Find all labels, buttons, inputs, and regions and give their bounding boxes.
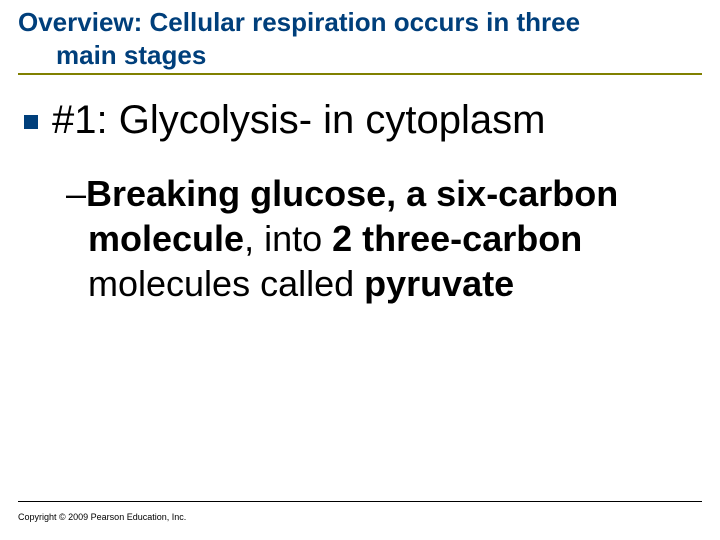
slide: Overview: Cellular respiration occurs in… <box>0 0 720 540</box>
sub-seg-2: , into <box>244 218 332 259</box>
copyright-text: Copyright © 2009 Pearson Education, Inc. <box>18 512 186 522</box>
sub-seg-3: 2 three-carbon <box>332 218 582 259</box>
title-line-2: main stages <box>18 39 702 72</box>
bullet-level-2: –Breaking glucose, a six-carbon molecule… <box>66 171 702 306</box>
sub-bullet-text: –Breaking glucose, a six-carbon molecule… <box>66 171 702 306</box>
bullet-text: #1: Glycolysis- in cytoplasm <box>52 97 545 143</box>
bullet-level-1: #1: Glycolysis- in cytoplasm <box>24 97 702 143</box>
sub-seg-4: molecules called <box>88 263 364 304</box>
slide-title: Overview: Cellular respiration occurs in… <box>18 6 702 71</box>
sub-seg-5: pyruvate <box>364 263 514 304</box>
dash-icon: – <box>66 173 86 214</box>
square-bullet-icon <box>24 115 38 129</box>
title-line-1: Overview: Cellular respiration occurs in… <box>18 7 580 37</box>
footer-divider <box>18 501 702 502</box>
slide-title-block: Overview: Cellular respiration occurs in… <box>18 6 702 75</box>
